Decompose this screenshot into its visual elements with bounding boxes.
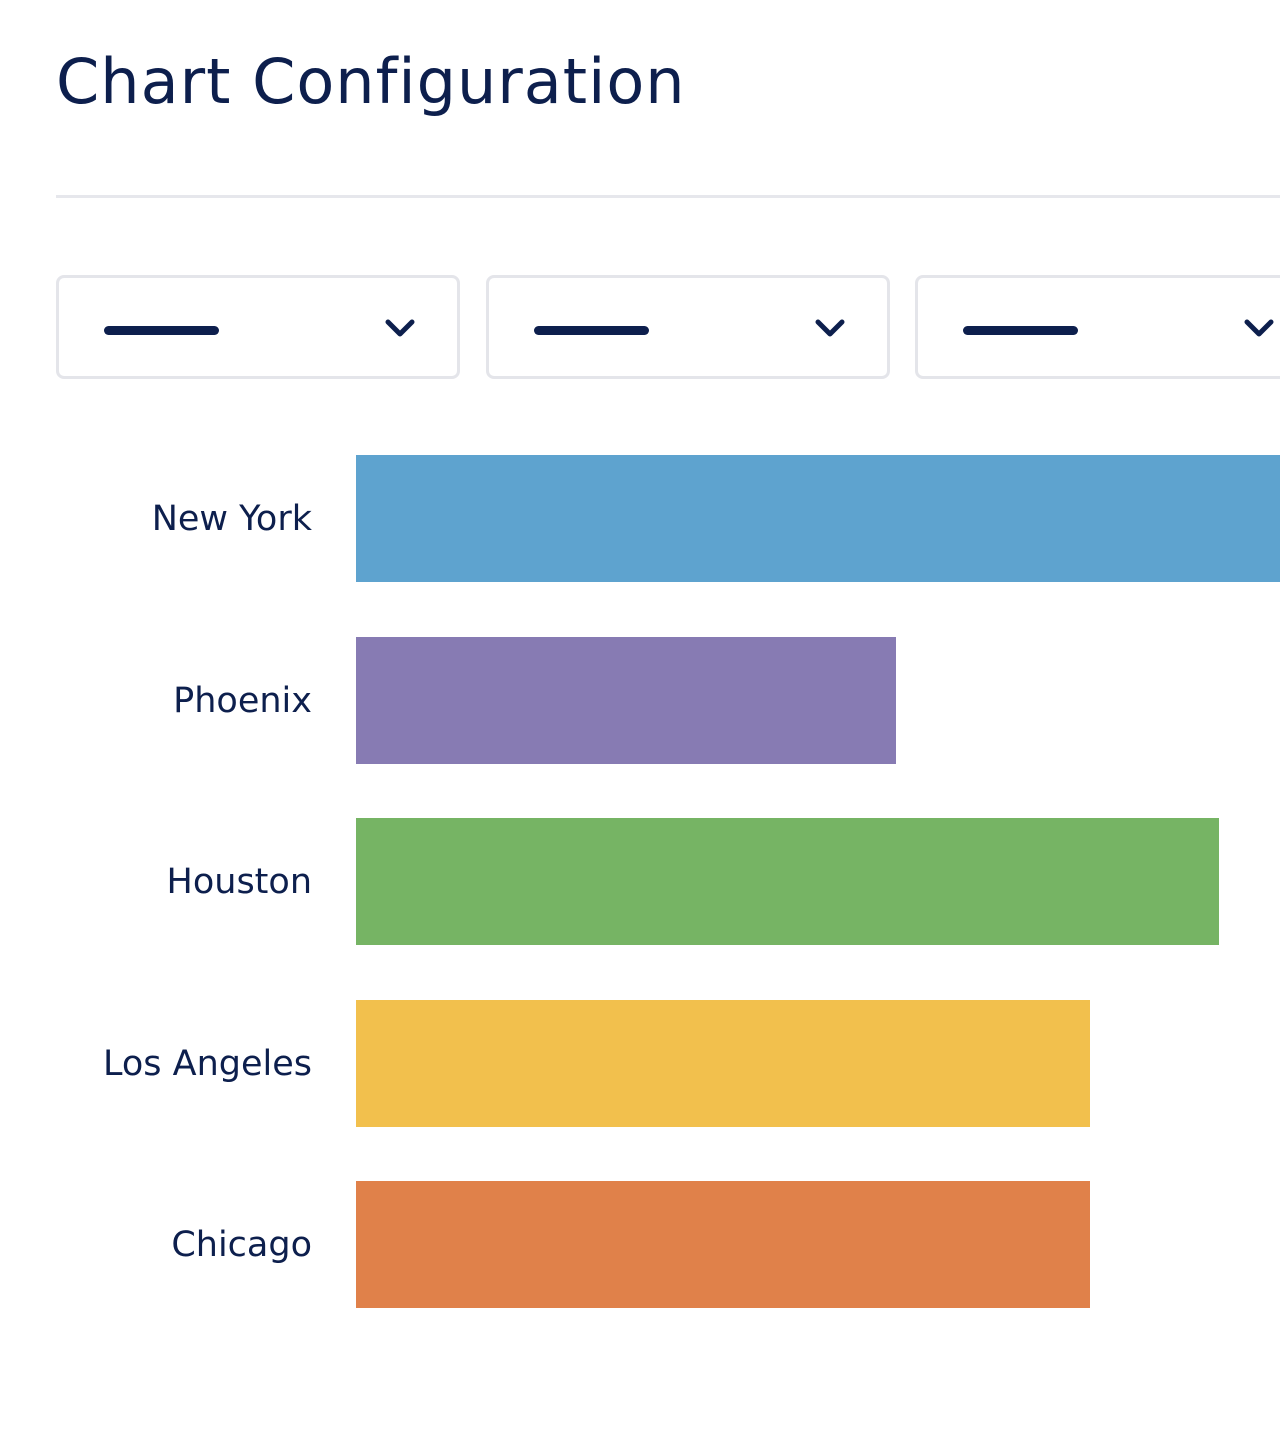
bar-label-chicago: Chicago	[171, 1224, 312, 1265]
bar-label-phoenix: Phoenix	[173, 680, 312, 721]
bar-chicago	[356, 1181, 1090, 1308]
page-title: Chart Configuration	[56, 45, 686, 118]
header-divider	[56, 195, 1280, 198]
bar-label-los-angeles: Los Angeles	[102, 1043, 312, 1084]
dropdown-value-placeholder	[534, 326, 649, 335]
bar-phoenix	[356, 637, 896, 764]
dropdown-3[interactable]	[915, 275, 1280, 379]
chevron-down-icon	[815, 319, 845, 337]
bar-label-houston: Houston	[166, 861, 312, 902]
chevron-down-icon	[1244, 319, 1274, 337]
bar-los-angeles	[356, 1000, 1090, 1127]
bar-new-york	[356, 455, 1280, 582]
dropdown-2[interactable]	[486, 275, 890, 379]
bar-label-new-york: New York	[151, 498, 312, 539]
bar-houston	[356, 818, 1219, 945]
dropdown-1[interactable]	[56, 275, 460, 379]
dropdown-value-placeholder	[104, 326, 219, 335]
dropdown-value-placeholder	[963, 326, 1078, 335]
chevron-down-icon	[385, 319, 415, 337]
